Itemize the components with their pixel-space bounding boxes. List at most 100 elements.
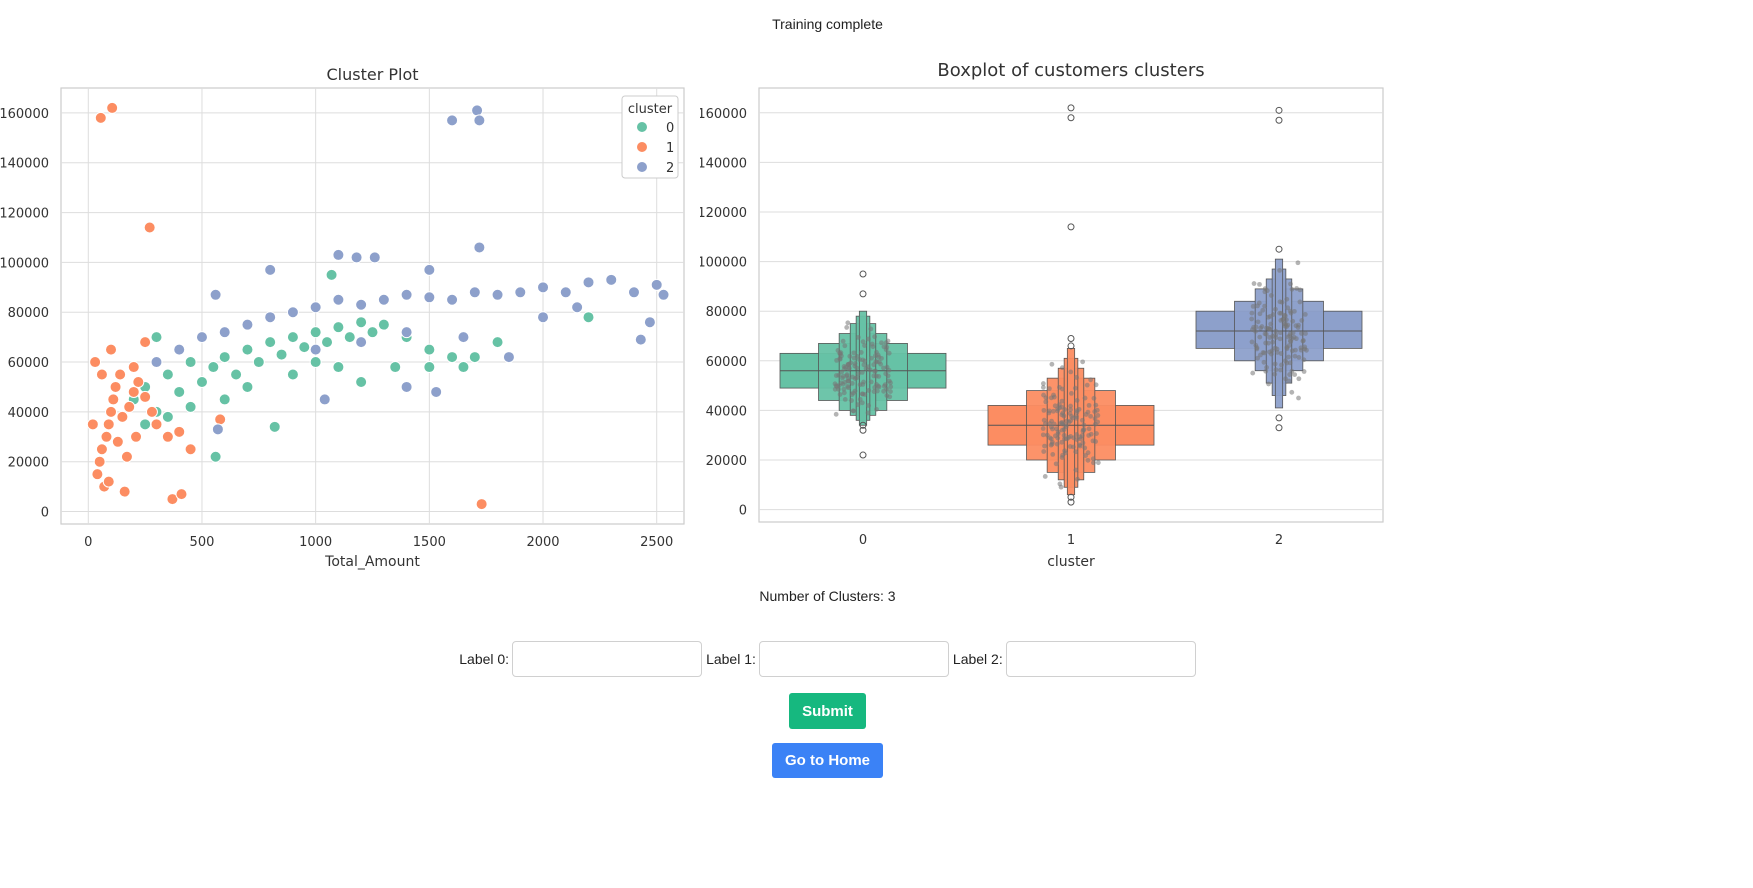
strip-point xyxy=(1041,417,1047,423)
strip-point xyxy=(1278,367,1283,373)
outlier-point xyxy=(859,426,867,434)
scatter-point xyxy=(325,268,338,281)
strip-point xyxy=(1283,376,1289,382)
strip-point xyxy=(1095,460,1101,466)
strip-point xyxy=(1050,451,1056,457)
strip-point xyxy=(874,406,879,412)
strip-point xyxy=(865,410,871,416)
strip-point xyxy=(850,390,856,396)
y-tick-label: 160000 xyxy=(0,107,49,122)
strip-point xyxy=(1291,308,1297,314)
strip-point xyxy=(1301,369,1307,374)
strip-point xyxy=(1249,310,1255,316)
go-home-button[interactable]: Go to Home xyxy=(772,743,883,778)
strip-point xyxy=(1070,444,1076,450)
outlier-point xyxy=(859,270,867,278)
scatter-point xyxy=(107,393,120,406)
scatter-point xyxy=(457,331,470,344)
clusters-count: Number of Clusters: 3 xyxy=(759,588,896,604)
strip-point xyxy=(884,386,890,392)
scatter-point xyxy=(102,475,115,488)
scatter-point xyxy=(423,263,436,276)
scatter-point xyxy=(475,498,488,511)
strip-point xyxy=(865,364,871,370)
x-tick-label: 0 xyxy=(859,533,867,548)
scatter-point xyxy=(582,276,595,289)
strip-point xyxy=(840,373,846,379)
scatter-point xyxy=(105,343,118,356)
strip-point xyxy=(1279,362,1284,368)
strip-point xyxy=(859,400,865,406)
strip-point xyxy=(1090,456,1096,462)
strip-point xyxy=(1294,286,1300,291)
strip-point xyxy=(1278,317,1284,323)
strip-point xyxy=(1261,350,1267,356)
scatter-point xyxy=(166,493,179,506)
legend-entry: 0 xyxy=(666,121,674,136)
strip-point xyxy=(1086,426,1092,432)
scatter-point xyxy=(184,400,197,413)
strip-point xyxy=(1288,281,1293,287)
y-tick-label: 100000 xyxy=(700,256,747,271)
scatter-point xyxy=(457,361,470,374)
strip-point xyxy=(1085,409,1091,415)
scatter-point xyxy=(446,114,459,127)
scatter-point xyxy=(514,286,527,299)
scatter-point xyxy=(582,311,595,324)
strip-point xyxy=(855,371,861,377)
legend-entry: 1 xyxy=(666,141,674,156)
scatter-point xyxy=(89,356,102,369)
strip-point xyxy=(1054,441,1060,447)
y-tick-label: 60000 xyxy=(8,356,49,371)
strip-point xyxy=(1074,437,1080,442)
scatter-point xyxy=(264,336,277,349)
scatter-point xyxy=(268,420,281,433)
strip-point xyxy=(1299,331,1304,336)
scatter-point xyxy=(175,488,188,501)
y-tick-label: 120000 xyxy=(0,207,49,222)
strip-point xyxy=(1088,413,1093,419)
legend-title: cluster xyxy=(628,102,673,117)
x-tick-label: 500 xyxy=(190,535,215,550)
strip-point xyxy=(1060,386,1065,392)
scatter-point xyxy=(218,326,231,339)
strip-point xyxy=(846,365,852,371)
scatter-point xyxy=(423,343,436,356)
strip-point xyxy=(851,408,856,414)
strip-point xyxy=(1049,361,1055,367)
strip-point xyxy=(866,388,872,393)
scatter-point xyxy=(132,375,145,388)
scatter-point xyxy=(150,356,163,369)
y-tick-label: 0 xyxy=(41,506,49,521)
strip-point xyxy=(1094,407,1100,413)
label-0-input[interactable] xyxy=(512,641,703,677)
strip-point xyxy=(1289,286,1295,292)
scatter-point xyxy=(650,278,663,291)
strip-point xyxy=(1293,347,1298,353)
strip-point xyxy=(1299,318,1305,323)
label-1-input[interactable] xyxy=(758,641,949,677)
strip-point xyxy=(1043,395,1049,401)
strip-point xyxy=(1289,336,1295,341)
scatter-point xyxy=(143,221,156,234)
strip-point xyxy=(1263,331,1269,337)
labels-form: Label 0: Label 1: Label 2: xyxy=(0,641,1655,677)
scatter-point xyxy=(94,111,107,124)
scatter-point xyxy=(355,298,368,311)
cluster-scatter-plot: 0 500 1000 1500 2000 2500 0 20000 40000 60000 8000… xyxy=(0,65,685,570)
strip-point xyxy=(1249,316,1255,322)
strip-point xyxy=(1286,378,1292,384)
strip-point xyxy=(1266,340,1271,346)
scatter-point xyxy=(350,251,363,264)
strip-point xyxy=(860,391,866,397)
label-2-input[interactable] xyxy=(1005,641,1196,677)
x-tick-label: 2500 xyxy=(640,535,673,550)
scatter-point xyxy=(105,405,118,418)
strip-point xyxy=(1068,390,1074,396)
strip-point xyxy=(1042,474,1048,479)
submit-button[interactable]: Submit xyxy=(789,693,866,729)
scatter-point xyxy=(430,385,443,398)
strip-point xyxy=(1287,308,1293,314)
scatter-point xyxy=(368,251,381,264)
scatter-point xyxy=(366,326,379,339)
